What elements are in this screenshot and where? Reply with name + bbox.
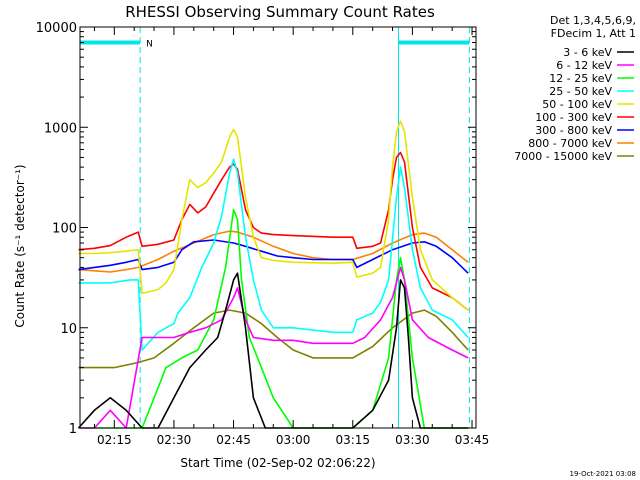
legend-label-1: 6 - 12 keV — [556, 59, 612, 72]
y-axis-label: Count Rate (s⁻¹ detector⁻¹) — [13, 164, 27, 327]
legend-header-line-1: Det 1,3,4,5,6,9, — [550, 14, 636, 27]
x-tick-label-2: 02:45 — [216, 433, 251, 447]
legend-label-5: 100 - 300 keV — [535, 111, 612, 124]
y-tick-label-3: 1000 — [44, 121, 77, 136]
x-tick-label-6: 03:45 — [455, 433, 490, 447]
series-800-7000-kev-line — [78, 230, 469, 273]
series-6-12-kev-line — [78, 266, 469, 429]
x-tick-label-0: 02:15 — [97, 433, 132, 447]
x-axis-title: Start Time (02-Sep-02 02:06:22) — [180, 456, 375, 470]
x-tick-label-5: 03:30 — [395, 433, 430, 447]
series-50-100-kev-line — [78, 120, 469, 311]
series-100-300-kev-line — [78, 151, 469, 311]
legend-label-2: 12 - 25 keV — [549, 72, 612, 85]
legend-label-4: 50 - 100 keV — [542, 98, 612, 111]
series-3-6-kev-line — [77, 272, 469, 429]
series-12-25-kev-line — [78, 209, 469, 429]
y-axis-title: Count Rate (s⁻¹ detector⁻¹) — [13, 164, 27, 327]
series-7000-15000-kev-line — [78, 309, 469, 369]
legend-label-6: 300 - 800 keV — [535, 124, 612, 137]
x-tick-label-4: 03:15 — [335, 433, 370, 447]
legend-label-0: 3 - 6 keV — [563, 46, 612, 59]
y-tick-label-2: 100 — [52, 222, 77, 237]
legend: Det 1,3,4,5,6,9, FDecim 1, Att 1 3 - 6 k… — [514, 14, 636, 163]
legend-label-8: 7000 - 15000 keV — [514, 150, 612, 163]
legend-header-line-2: FDecim 1, Att 1 — [551, 27, 636, 40]
legend-label-3: 25 - 50 keV — [549, 85, 612, 98]
chart-title: RHESSI Observing Summary Count Rates — [125, 3, 435, 21]
y-tick-label-1: 10 — [60, 322, 77, 337]
annotation-0: N — [146, 40, 153, 50]
y-tick-label-4: 10000 — [36, 21, 77, 36]
x-tick-label-3: 03:00 — [276, 433, 311, 447]
legend-label-7: 800 - 7000 keV — [528, 137, 612, 150]
footer-date: 19-Oct-2021 03:08 — [570, 470, 636, 478]
y-tick-label-0: 1 — [69, 422, 77, 437]
x-tick-label-1: 02:30 — [157, 433, 192, 447]
